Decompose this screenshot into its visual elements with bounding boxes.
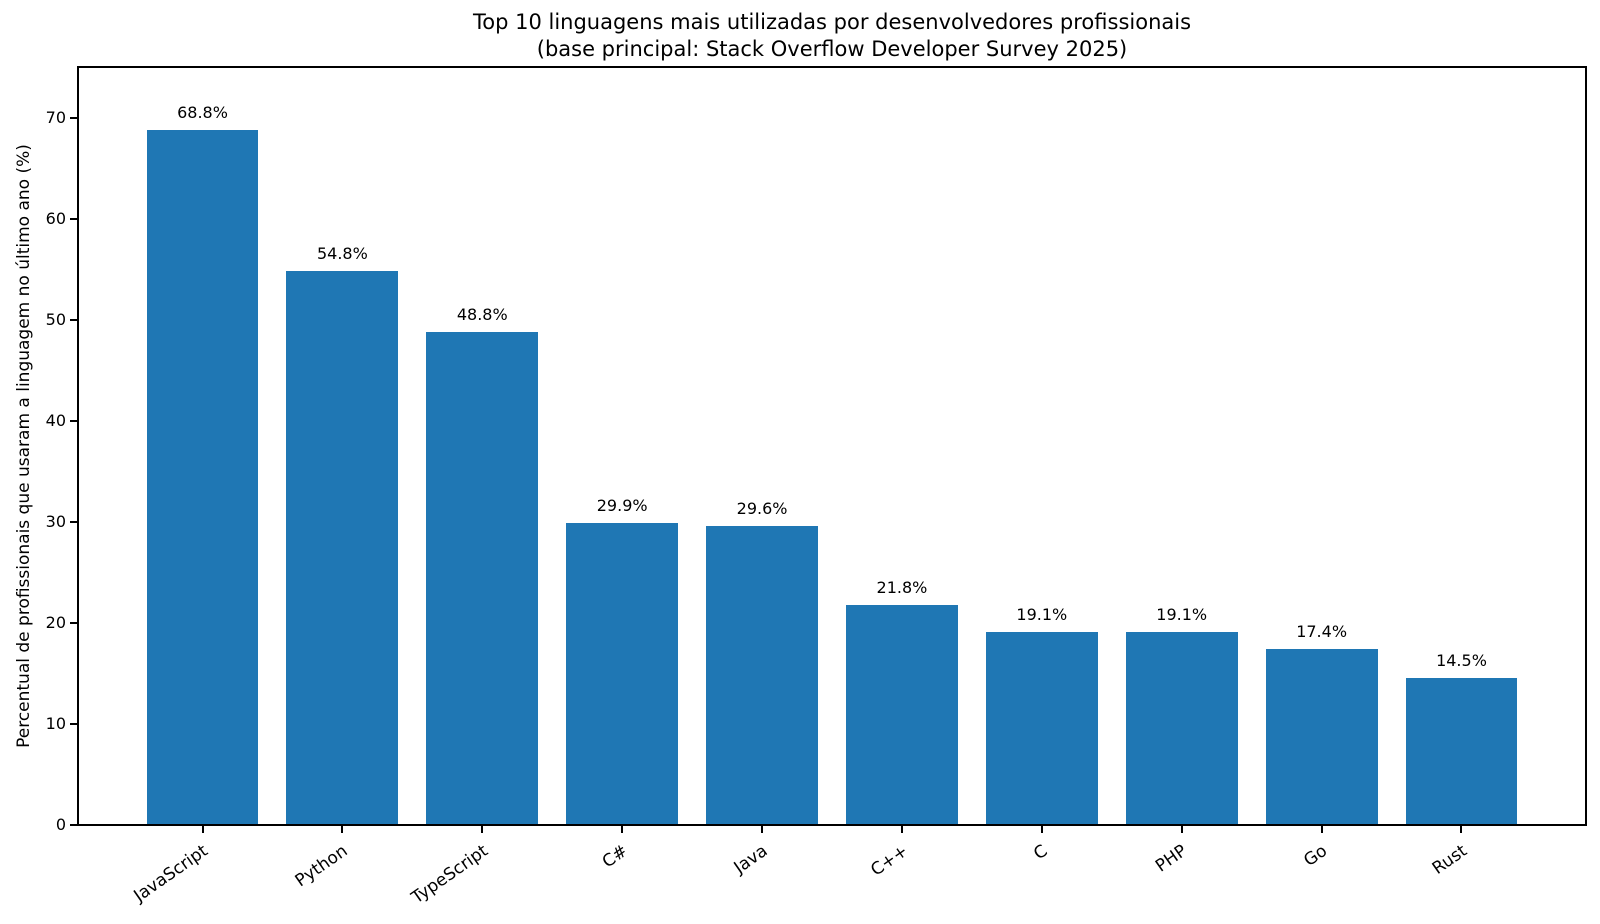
bar-value-label-python: 54.8% bbox=[316, 244, 368, 264]
bar-value-label-typescript: 48.8% bbox=[456, 304, 508, 324]
x-tick-label-javascript: JavaScript bbox=[130, 841, 212, 907]
y-tick-label: 10 bbox=[45, 714, 66, 734]
x-tick-mark bbox=[761, 825, 764, 833]
x-tick-label-c: C bbox=[1030, 841, 1052, 865]
y-axis-label: Percentual de profissionais que usaram a… bbox=[14, 144, 34, 748]
y-tick-label: 30 bbox=[45, 511, 66, 531]
bar-java bbox=[706, 525, 818, 825]
bar-php bbox=[1125, 631, 1238, 825]
x-tick-mark bbox=[1460, 825, 1463, 833]
bar-rust bbox=[1405, 678, 1518, 825]
chart-title: Top 10 linguagens mais utilizadas por de… bbox=[77, 9, 1587, 63]
x-tick-label-php: PHP bbox=[1152, 841, 1192, 877]
bar-go bbox=[1265, 649, 1378, 825]
bar-javascript bbox=[146, 129, 259, 825]
y-tick-mark bbox=[70, 520, 78, 523]
bar-value-label-javascript: 68.8% bbox=[177, 102, 228, 122]
x-tick-label-python: Python bbox=[292, 841, 352, 892]
y-tick-mark bbox=[70, 621, 78, 624]
y-tick-mark bbox=[70, 217, 78, 220]
y-tick-mark bbox=[70, 116, 78, 119]
x-tick-mark bbox=[900, 825, 903, 833]
x-tick-mark bbox=[1180, 825, 1183, 833]
chart-title-line2: (base principal: Stack Overflow Develope… bbox=[536, 37, 1128, 61]
bar-value-label-go: 17.4% bbox=[1296, 622, 1348, 642]
y-tick-label: 0 bbox=[55, 815, 66, 835]
bar-value-label-cplusplus: 21.8% bbox=[876, 577, 928, 597]
y-tick-mark bbox=[70, 722, 78, 725]
bar-cplusplus bbox=[845, 604, 958, 825]
x-tick-mark bbox=[201, 825, 204, 833]
x-tick-mark bbox=[341, 825, 344, 833]
x-tick-label-typescript: TypeScript bbox=[407, 841, 492, 909]
y-tick-label: 40 bbox=[45, 410, 66, 430]
y-tick-label: 60 bbox=[45, 208, 66, 228]
bar-value-label-rust: 14.5% bbox=[1436, 651, 1487, 671]
y-tick-label: 70 bbox=[45, 107, 66, 127]
bar-value-label-java: 29.6% bbox=[736, 498, 788, 518]
x-tick-label-go: Go bbox=[1300, 841, 1332, 871]
x-tick-mark bbox=[1040, 825, 1043, 833]
x-tick-label-rust: Rust bbox=[1428, 841, 1471, 879]
x-tick-mark bbox=[621, 825, 624, 833]
bar-csharp bbox=[566, 522, 679, 825]
x-tick-mark bbox=[1320, 825, 1323, 833]
y-tick-mark bbox=[70, 318, 78, 321]
x-tick-label-csharp: C# bbox=[598, 841, 632, 873]
y-tick-label: 20 bbox=[45, 612, 66, 632]
chart-title-line1: Top 10 linguagens mais utilizadas por de… bbox=[472, 10, 1192, 34]
bar-value-label-c: 19.1% bbox=[1016, 604, 1068, 624]
bar-typescript bbox=[426, 331, 539, 825]
y-tick-mark bbox=[70, 419, 78, 422]
bar-c bbox=[985, 631, 1098, 825]
bar-python bbox=[286, 271, 399, 825]
y-tick-mark bbox=[70, 824, 78, 826]
x-tick-label-java: Java bbox=[730, 841, 772, 878]
y-tick-label: 50 bbox=[45, 309, 66, 329]
x-tick-mark bbox=[481, 825, 484, 833]
bar-value-label-php: 19.1% bbox=[1156, 604, 1208, 624]
x-tick-label-cplusplus: C++ bbox=[866, 841, 912, 881]
bar-value-label-csharp: 29.9% bbox=[596, 495, 648, 515]
